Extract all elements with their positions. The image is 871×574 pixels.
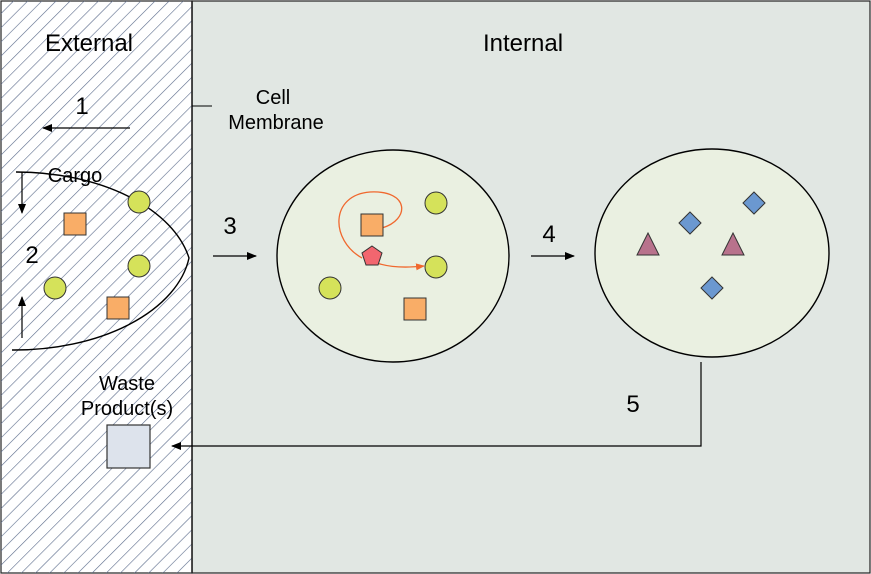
step-3-label: 3 [223, 213, 236, 240]
external-label: External [45, 30, 133, 57]
step-5-label: 5 [626, 391, 639, 418]
step-5-arrow [171, 362, 702, 450]
membrane-label-line2: Membrane [228, 112, 324, 134]
cargo-circle [43, 276, 67, 300]
membrane-label-line1: Cell [256, 87, 290, 109]
cargo-circle [127, 254, 151, 278]
cargo-circle [318, 276, 342, 300]
cargo-circle [424, 191, 448, 215]
product-diamond [742, 191, 766, 215]
external-hatch [1, 1, 192, 573]
cargo-label: Cargo [48, 165, 102, 187]
product-diamond [700, 276, 724, 300]
step-2-label: 2 [25, 242, 38, 269]
cargo-circle [127, 190, 151, 214]
cargo-square [360, 213, 384, 237]
product-triangle [721, 231, 745, 256]
waste-label-line2: Product(s) [81, 398, 173, 420]
cargo-circle [424, 255, 448, 279]
cargo-square [106, 296, 130, 320]
internal-label: Internal [483, 30, 563, 57]
waste-product-square [106, 424, 151, 469]
invaginating-vesicle [11, 171, 190, 351]
waste-label-line1: Waste [99, 373, 155, 395]
cargo-square [403, 297, 427, 321]
product-diamond [678, 211, 702, 235]
enzyme-pentagon [361, 245, 383, 266]
cargo-square [63, 212, 87, 236]
digested-vesicle [594, 148, 830, 358]
step-1-label: 1 [75, 93, 88, 120]
step-4-label: 4 [542, 221, 555, 248]
endosome-vesicle [276, 149, 510, 363]
product-triangle [636, 231, 660, 256]
